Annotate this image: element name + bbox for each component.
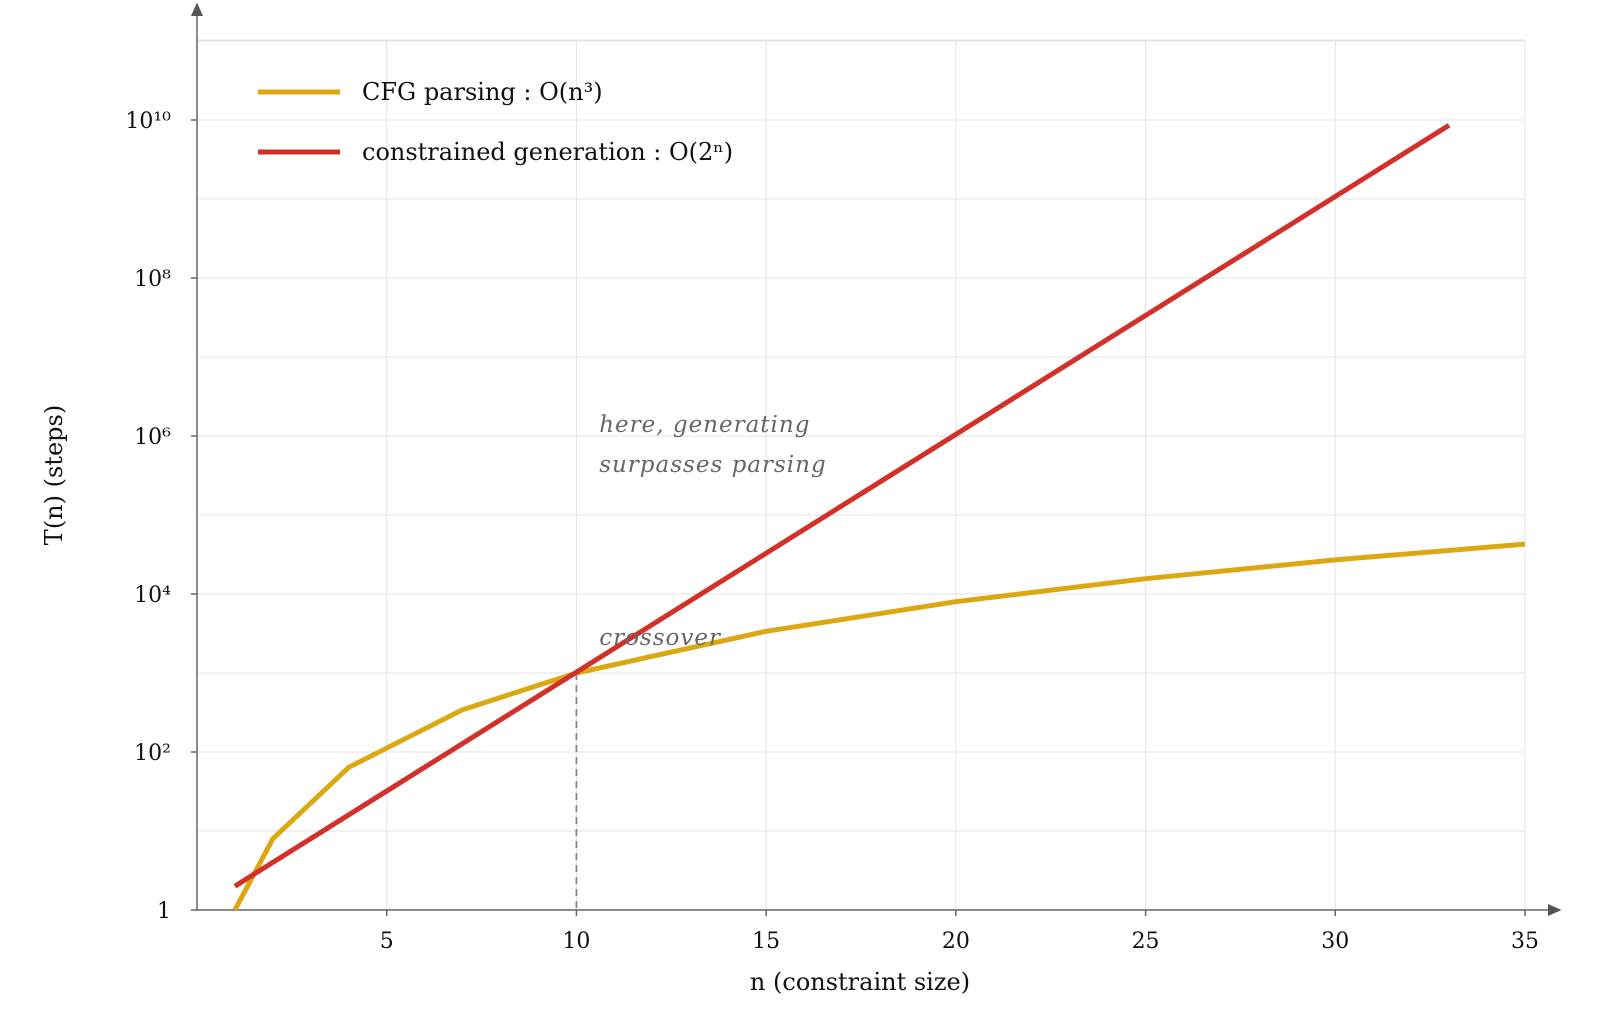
annotations: here, generating surpasses parsing crossov…: [599, 412, 827, 651]
axes: 5 10 15 20 25 30 35 1 10² 10⁴ 10⁶ 10⁸ 10¹⁰: [125, 2, 1562, 954]
legend: CFG parsing : O(n³) constrained generatio…: [258, 78, 733, 166]
x-tick-label: 5: [380, 929, 394, 954]
y-tick-label: 10⁸: [134, 267, 171, 292]
series-line-constrained-generation: [233, 123, 1451, 889]
x-axis-label: n (constraint size): [750, 968, 970, 996]
annotation-text: surpasses parsing: [599, 452, 827, 478]
annotation-text: here, generating: [599, 412, 810, 438]
y-tick-label: 10²: [134, 741, 171, 766]
legend-label: constrained generation : O(2ⁿ): [362, 138, 733, 166]
x-tick-label: 25: [1132, 929, 1160, 954]
series-group: [232, 123, 1526, 912]
annotation-text: crossover: [599, 625, 722, 651]
y-tick-label: 10⁶: [134, 425, 171, 450]
x-tick-label: 20: [942, 929, 970, 954]
series-line-cfg-parsing: [232, 541, 1526, 912]
x-tick-label: 15: [752, 929, 780, 954]
x-tick-label: 30: [1321, 929, 1349, 954]
x-tick-label: 10: [562, 929, 590, 954]
grid: [197, 39, 1526, 910]
y-axis-label: T(n) (steps): [40, 405, 68, 545]
legend-label: CFG parsing : O(n³): [362, 78, 603, 106]
y-tick-label: 1: [157, 899, 171, 924]
y-tick-label: 10⁴: [134, 583, 171, 608]
y-tick-label: 10¹⁰: [125, 109, 171, 134]
x-tick-label: 35: [1511, 929, 1539, 954]
